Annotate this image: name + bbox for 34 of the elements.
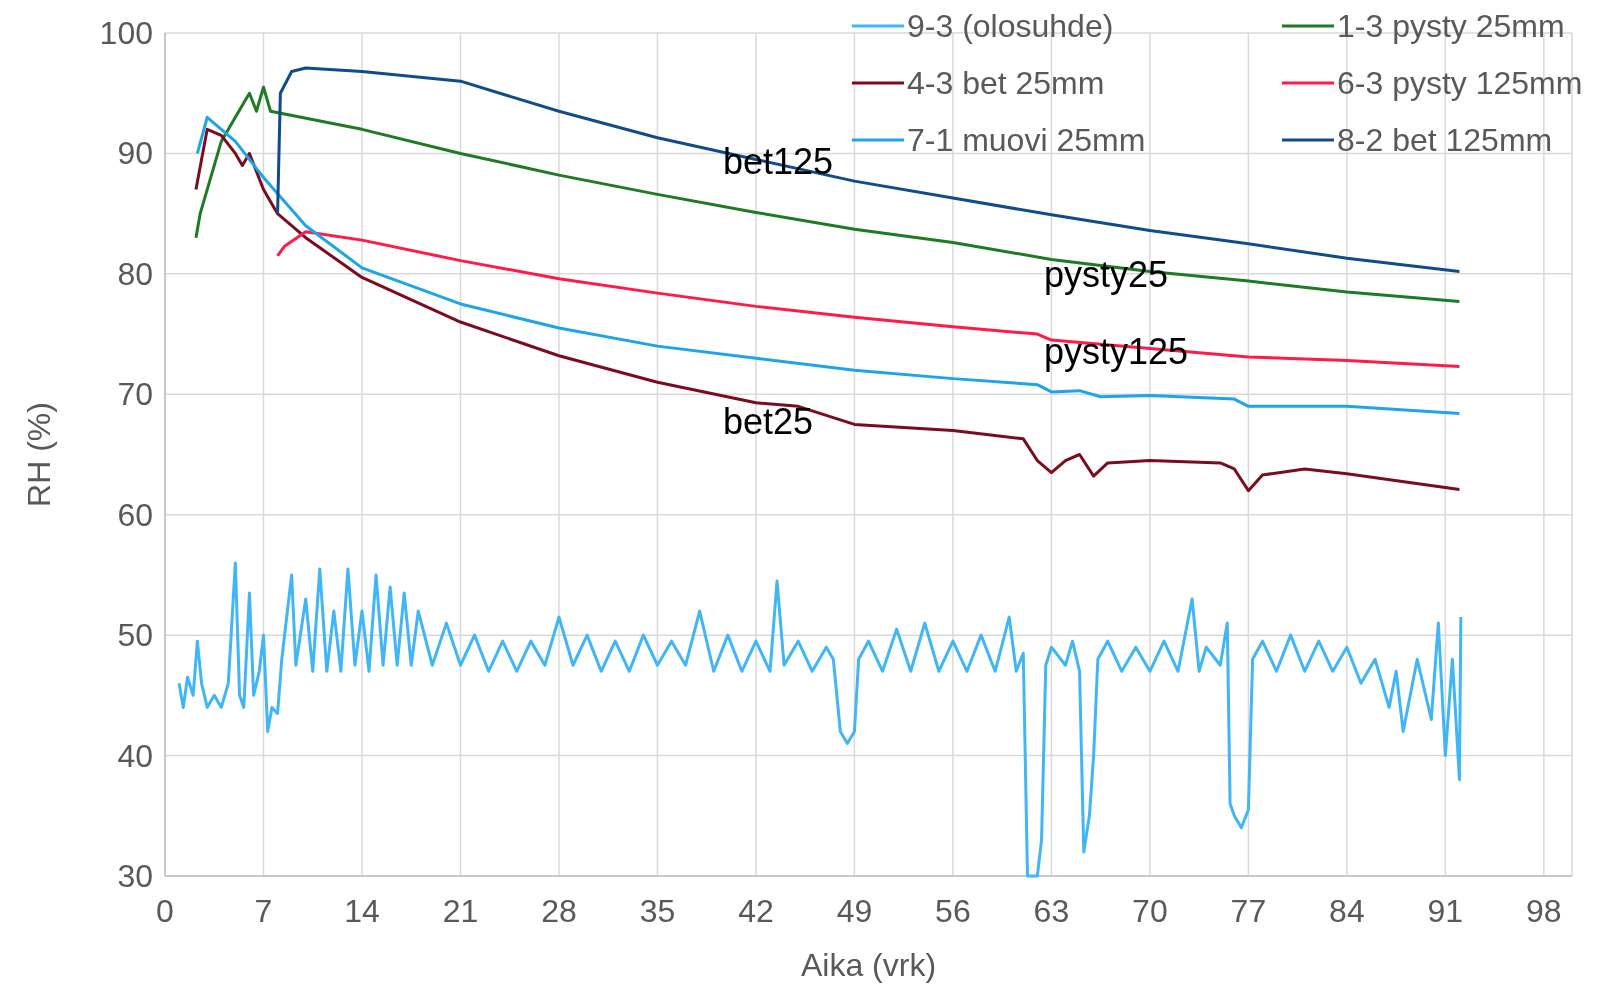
legend-label: 7-1 muovi 25mm	[907, 122, 1146, 158]
y-tick-label: 70	[117, 376, 153, 413]
x-tick-label: 28	[541, 893, 577, 929]
x-tick-label: 0	[156, 893, 174, 929]
y-tick-label: 100	[99, 15, 153, 51]
x-tick-label: 21	[442, 893, 479, 929]
x-tick-label: 91	[1427, 893, 1464, 929]
legend-label: 9-3 (olosuhde)	[907, 8, 1114, 44]
y-axis-title: RH (%)	[21, 402, 57, 507]
y-tick-label: 60	[117, 496, 153, 533]
y-tick-label: 50	[117, 617, 153, 654]
x-tick-label: 49	[836, 893, 873, 929]
legend-label: 4-3 bet 25mm	[907, 65, 1105, 101]
x-tick-label: 56	[935, 893, 971, 929]
y-tick-label: 90	[117, 135, 153, 172]
annotation: bet25	[723, 401, 814, 442]
legend-label: 8-2 bet 125mm	[1337, 122, 1553, 158]
x-tick-label: 84	[1329, 893, 1365, 929]
line-series	[177, 561, 1463, 878]
x-tick-label: 14	[344, 893, 380, 929]
x-tick-label: 42	[738, 893, 774, 929]
y-tick-label: 30	[117, 858, 153, 894]
x-tick-label: 70	[1132, 893, 1168, 929]
annotation: pysty25	[1044, 254, 1169, 295]
y-tick-label: 80	[117, 255, 153, 292]
x-tick-label: 7	[254, 893, 273, 929]
x-tick-label: 35	[639, 893, 676, 929]
legend-label: 1-3 pysty 25mm	[1337, 8, 1565, 44]
x-tick-label: 77	[1230, 893, 1267, 929]
legend-label: 6-3 pysty 125mm	[1337, 65, 1583, 101]
x-axis-title: Aika (vrk)	[800, 947, 937, 983]
x-tick-label: 63	[1033, 893, 1070, 929]
x-tick-label: 98	[1526, 893, 1562, 929]
y-tick-label: 40	[117, 737, 153, 774]
